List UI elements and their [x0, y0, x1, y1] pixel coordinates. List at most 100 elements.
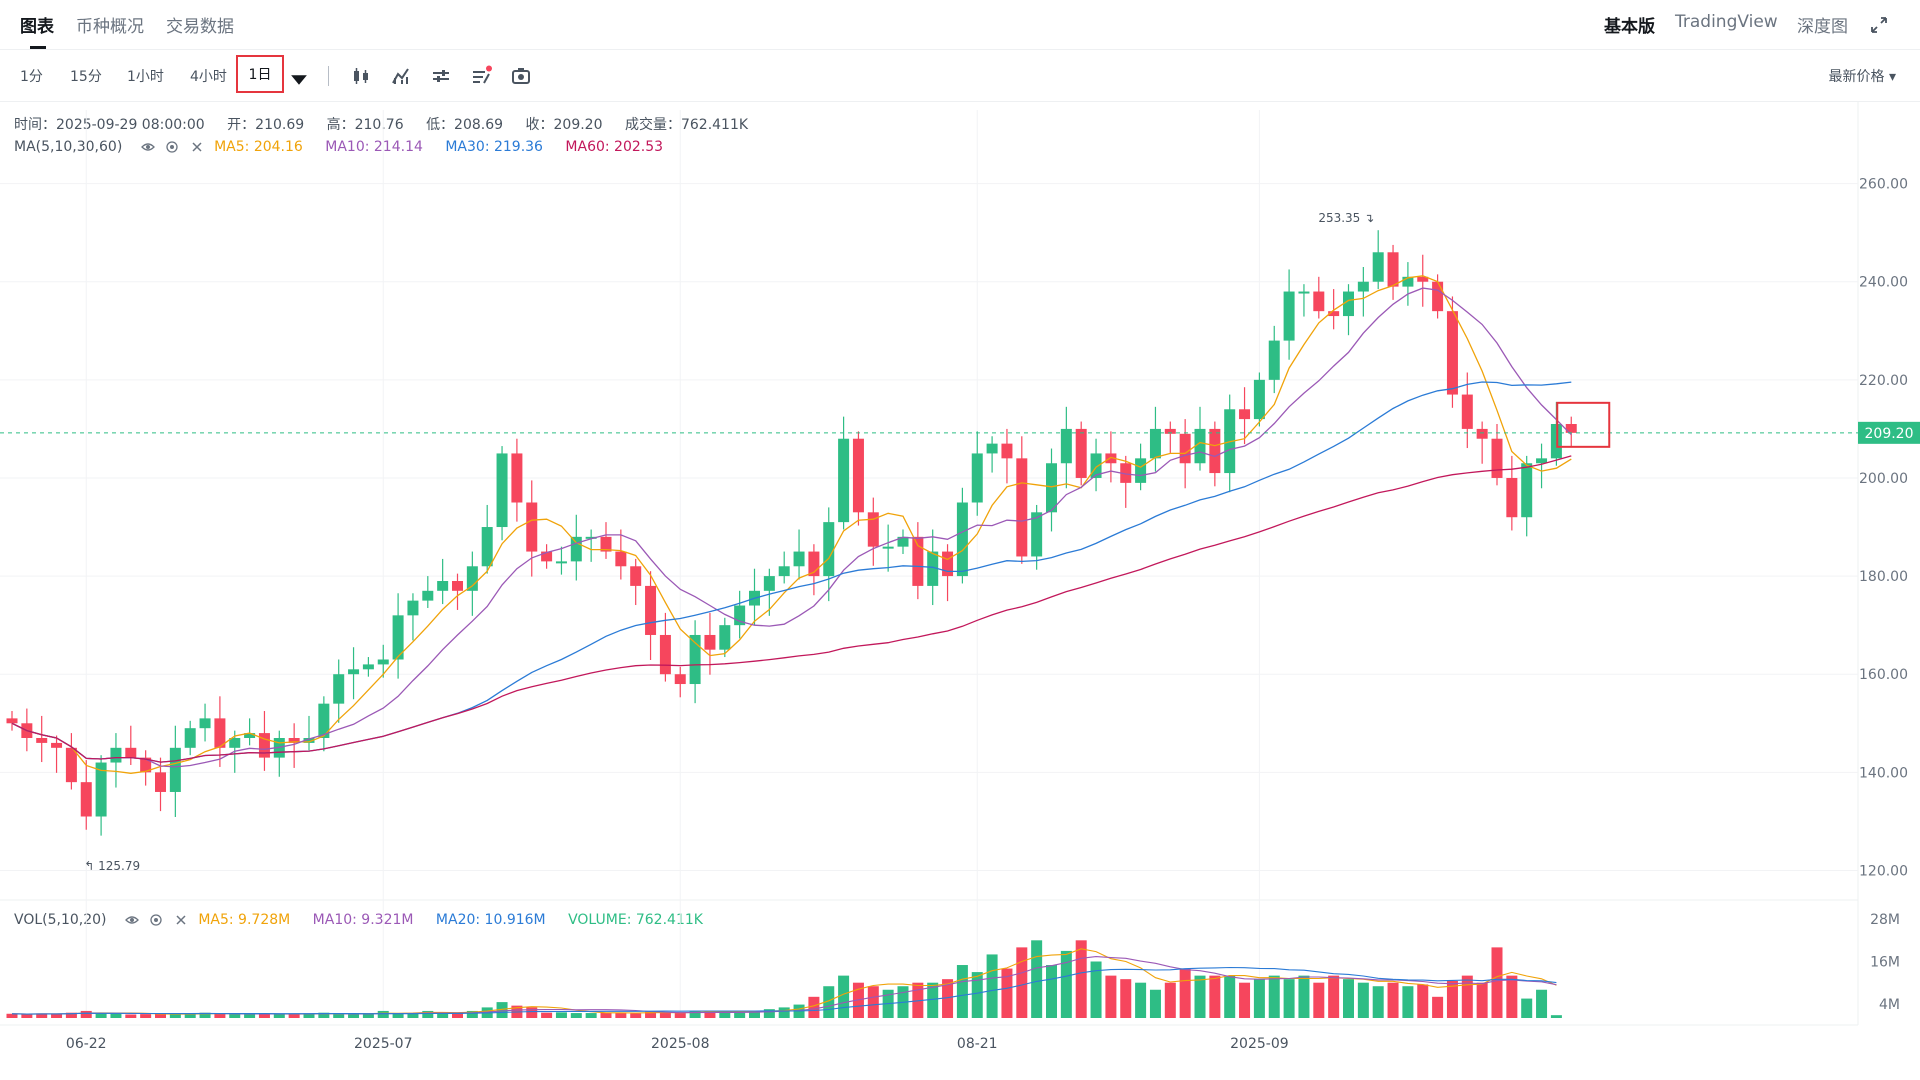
- ma-legend: MA(5,10,30,60) MA5: 204.16 MA10: 214.14 …: [14, 139, 681, 155]
- candle-body: [1432, 281, 1444, 312]
- candle-body: [377, 659, 389, 665]
- active-tab-underline: [30, 46, 46, 49]
- volume-bar: [348, 1014, 360, 1018]
- candle-body: [1565, 424, 1577, 433]
- volume-bar: [303, 1013, 315, 1018]
- candle-body: [1179, 433, 1191, 464]
- drawing-list-icon[interactable]: [470, 65, 492, 87]
- candle-body: [1031, 512, 1043, 557]
- volume-bar: [125, 1014, 137, 1018]
- volume-bar: [867, 986, 879, 1018]
- candle-body: [348, 669, 360, 675]
- candle-body: [1268, 340, 1280, 380]
- candle-body: [1046, 463, 1057, 513]
- price-type-label: 最新价格: [1828, 69, 1885, 85]
- candle-body: [1194, 428, 1206, 464]
- price-type-select[interactable]: 最新价格 ▾: [1829, 66, 1896, 86]
- candle-body: [1001, 443, 1013, 459]
- candle-body: [555, 561, 567, 564]
- candle-body: [1283, 291, 1295, 341]
- candle-body: [689, 634, 701, 685]
- eye-icon[interactable]: [140, 140, 155, 154]
- tab-chart[interactable]: 图表: [20, 17, 54, 37]
- ohlc-info: 时间：2025-09-29 08:00:00 开：210.69 高：210.76…: [14, 114, 766, 134]
- volume-bar: [1432, 996, 1444, 1018]
- volume-bar: [377, 1010, 389, 1018]
- volume-bar: [1446, 980, 1458, 1018]
- interval-4h[interactable]: 4小时: [190, 69, 227, 85]
- tab-basic[interactable]: 基本版: [1604, 17, 1655, 37]
- candle-body: [1461, 394, 1473, 429]
- interval-1m[interactable]: 1分: [20, 69, 43, 85]
- close-icon[interactable]: [190, 140, 204, 154]
- candle-body: [392, 615, 404, 660]
- candle-body: [645, 585, 657, 635]
- ma10-value: MA10: 214.14: [325, 139, 423, 155]
- volume-bar: [541, 1012, 553, 1018]
- candle-body: [333, 674, 345, 704]
- interval-15m[interactable]: 15分: [70, 69, 102, 85]
- chevron-down-icon[interactable]: [288, 69, 310, 91]
- ma30-line: [11, 381, 1572, 763]
- volume-bar: [1268, 975, 1280, 1018]
- vol-volume-value: VOLUME: 762.411K: [568, 912, 703, 928]
- candle-body: [838, 438, 850, 523]
- candlestick-icon[interactable]: [350, 65, 372, 87]
- tab-trade-data[interactable]: 交易数据: [166, 17, 234, 37]
- ohlc-close: 收：209.20: [525, 117, 603, 133]
- volume-bar: [95, 1013, 107, 1018]
- volume-bar: [1224, 975, 1236, 1018]
- ma5-value: MA5: 204.16: [214, 139, 303, 155]
- volume-tick-label: 16M: [1870, 955, 1900, 971]
- ma60-value: MA60: 202.53: [565, 139, 664, 155]
- interval-1h[interactable]: 1小时: [127, 69, 164, 85]
- settings-sliders-icon[interactable]: [430, 65, 452, 87]
- candle-body: [615, 551, 627, 567]
- candle-body: [1149, 428, 1161, 459]
- tab-tradingview[interactable]: TradingView: [1675, 12, 1778, 32]
- candle-body: [318, 703, 330, 738]
- settings-icon[interactable]: [165, 140, 179, 154]
- candle-body: [422, 590, 434, 601]
- candle-body: [942, 551, 954, 577]
- vol-eye-icon[interactable]: [125, 913, 139, 927]
- volume-bar: [258, 1013, 270, 1018]
- caret-down-icon: ▾: [1888, 69, 1896, 85]
- volume-bar: [184, 1013, 196, 1018]
- ohlc-low: 低：208.69: [426, 117, 504, 133]
- volume-bar: [496, 1002, 508, 1018]
- candle-body: [1328, 311, 1340, 317]
- volume-bar: [140, 1014, 152, 1018]
- indicator-icon[interactable]: [390, 65, 412, 87]
- ma60-line: [11, 455, 1572, 763]
- time-tick-label: 2025-08: [651, 1036, 710, 1052]
- candle-body: [734, 605, 746, 626]
- tab-coin-overview[interactable]: 币种概况: [76, 17, 144, 37]
- vol-settings-icon[interactable]: [149, 913, 163, 927]
- volume-bar: [214, 1013, 226, 1018]
- volume-bar: [1402, 986, 1414, 1018]
- interval-1d[interactable]: 1日: [236, 55, 284, 93]
- candle-body: [1476, 428, 1488, 439]
- ma-label: MA(5,10,30,60): [14, 139, 123, 155]
- candle-body: [659, 634, 671, 675]
- candle-body: [897, 536, 909, 547]
- candle-body: [867, 512, 879, 547]
- price-tick-label: 260.00: [1859, 177, 1908, 193]
- candle-body: [110, 747, 122, 763]
- candle-body: [1298, 291, 1310, 294]
- candle-body: [140, 757, 152, 773]
- volume-bar: [1491, 947, 1503, 1018]
- candle-body: [169, 747, 181, 792]
- volume-bar: [1046, 965, 1057, 1018]
- vol-close-icon[interactable]: [174, 913, 188, 927]
- candle-body: [244, 733, 256, 738]
- camera-icon[interactable]: [510, 65, 532, 87]
- tab-depth-chart[interactable]: 深度图: [1797, 17, 1848, 37]
- volume-bar: [1313, 982, 1325, 1018]
- candle-body: [541, 551, 553, 562]
- fullscreen-icon[interactable]: [1870, 16, 1888, 34]
- time-tick-label: 2025-07: [354, 1036, 413, 1052]
- candle-body: [1491, 438, 1503, 478]
